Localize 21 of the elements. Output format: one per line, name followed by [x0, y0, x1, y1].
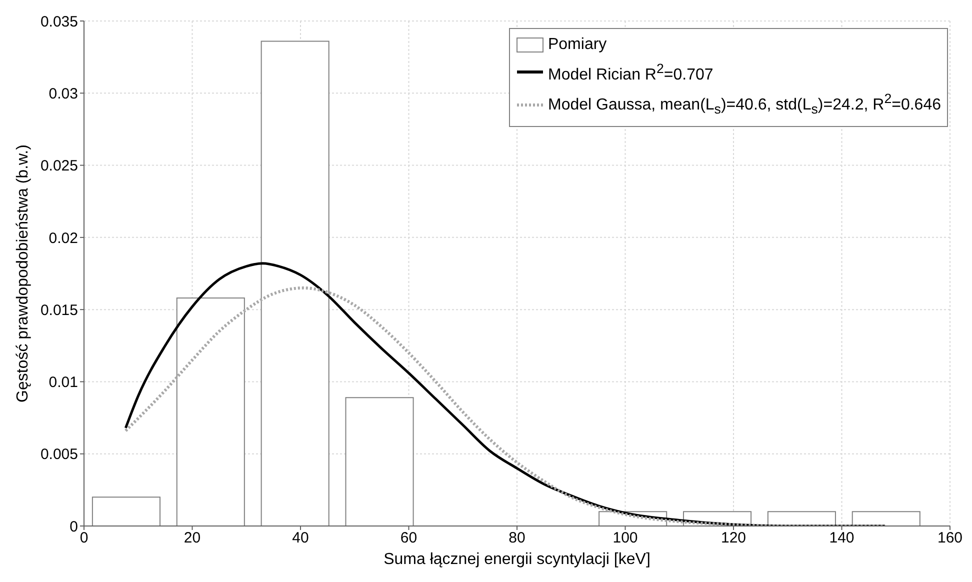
x-tick-label: 160 — [937, 530, 963, 547]
x-tick-label: 60 — [400, 530, 418, 547]
y-axis-title: Gęstość prawdopodobieństwa (b.w.) — [14, 144, 32, 402]
legend-label: Pomiary — [548, 35, 607, 55]
x-tick-label: 80 — [508, 530, 526, 547]
x-tick-label: 100 — [612, 530, 638, 547]
x-tick-label: 40 — [292, 530, 309, 547]
y-tick-label: 0.025 — [40, 158, 78, 175]
y-tick-label: 0 — [70, 518, 78, 536]
x-axis-title: Suma łącznej energii scyntylacji [keV] — [384, 551, 650, 568]
y-tick-label: 0.035 — [40, 13, 78, 30]
x-tick-label: 20 — [184, 530, 201, 547]
legend-label: Model Gaussa, mean(L$_{s}$)=40.6, std(L$_{s}$)=24.2, R$^{2}$=0.646 — [548, 90, 941, 119]
y-tick-label: 0.03 — [48, 85, 78, 102]
y-tick-label: 0.015 — [40, 302, 78, 319]
y-tick-label: 0.02 — [48, 230, 78, 247]
legend-label: Model Rician R$^{2}$=0.707 — [548, 60, 714, 86]
x-tick-label: 140 — [829, 530, 854, 547]
y-tick-label: 0.005 — [40, 446, 78, 464]
y-tick-label: 0.01 — [48, 374, 78, 392]
x-tick-label: 120 — [720, 530, 746, 547]
